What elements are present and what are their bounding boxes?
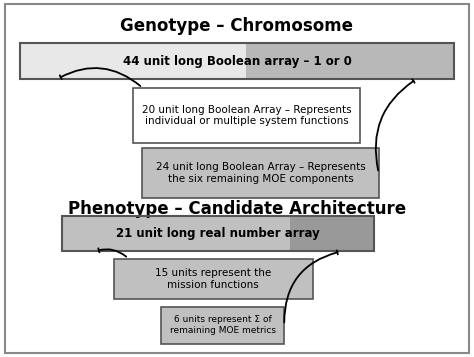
Text: 15 units represent the
mission functions: 15 units represent the mission functions: [155, 268, 272, 290]
Bar: [19, 43, 455, 79]
Bar: [246, 43, 455, 79]
Bar: [19, 43, 246, 79]
Bar: [62, 216, 290, 251]
Text: Phenotype – Candidate Architecture: Phenotype – Candidate Architecture: [68, 200, 406, 218]
Text: 44 unit long Boolean array – 1 or 0: 44 unit long Boolean array – 1 or 0: [123, 55, 351, 67]
Text: 6 units represent Σ of
remaining MOE metrics: 6 units represent Σ of remaining MOE met…: [170, 316, 276, 335]
Text: Genotype – Chromosome: Genotype – Chromosome: [120, 16, 354, 35]
Text: 24 unit long Boolean Array – Represents
the six remaining MOE components: 24 unit long Boolean Array – Represents …: [156, 162, 365, 184]
Bar: [143, 148, 379, 198]
Bar: [114, 258, 313, 300]
Bar: [62, 216, 374, 251]
Bar: [161, 307, 284, 344]
Bar: [133, 88, 360, 143]
Text: 21 unit long real number array: 21 unit long real number array: [116, 227, 320, 240]
Text: 20 unit long Boolean Array – Represents
individual or multiple system functions: 20 unit long Boolean Array – Represents …: [142, 105, 351, 126]
Bar: [290, 216, 374, 251]
